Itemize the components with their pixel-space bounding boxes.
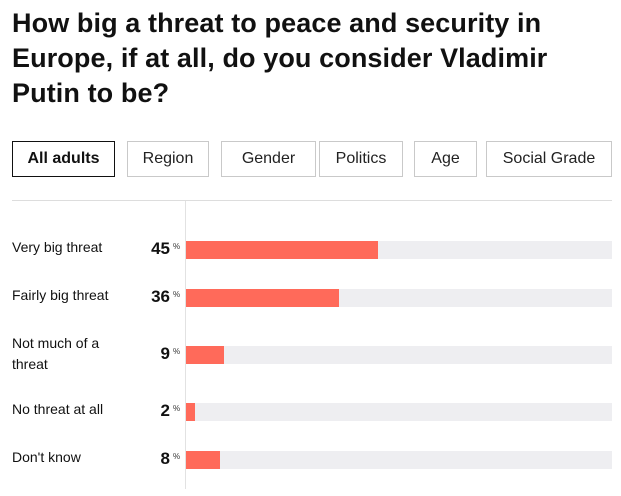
filter-region[interactable]: Region — [127, 141, 209, 177]
value-label-no-threat-at-all: 2 — [160, 401, 170, 420]
chart-axis-line — [185, 201, 186, 489]
bar-track — [186, 241, 612, 259]
bar-no-threat-at-all — [186, 403, 195, 421]
bar-very-big-threat — [186, 241, 378, 259]
value-label-not-much-of-a-threat: 9 — [160, 344, 170, 363]
value-label-very-big-threat: 45 — [151, 239, 170, 258]
category-label-fairly-big-threat: Fairly big threat — [12, 287, 109, 303]
category-label-not-much-of-a-threat: Not much of a threat — [12, 335, 100, 372]
filter-politics[interactable]: Politics — [319, 141, 403, 177]
filter-gender[interactable]: Gender — [221, 141, 316, 177]
percent-sign: % — [173, 404, 181, 413]
percent-sign: % — [173, 290, 181, 299]
header-divider — [12, 200, 612, 201]
category-label-very-big-threat: Very big threat — [12, 239, 103, 255]
bar-not-much-of-a-threat — [186, 346, 225, 364]
bar-track — [186, 289, 612, 307]
value-label-fairly-big-threat: 36 — [151, 287, 170, 306]
percent-sign: % — [173, 347, 181, 356]
category-label-no-threat-at-all: No threat at all — [12, 401, 104, 417]
bar-fairly-big-threat — [186, 289, 340, 307]
filter-age[interactable]: Age — [414, 141, 477, 177]
filter-social-grade[interactable]: Social Grade — [486, 141, 612, 177]
filter-all-adults[interactable]: All adults — [12, 141, 115, 177]
bar-track — [186, 403, 612, 421]
category-label-dont-know: Don't know — [12, 449, 81, 465]
bar-track — [186, 346, 612, 364]
value-label-dont-know: 8 — [160, 449, 170, 468]
bar-dont-know — [186, 451, 221, 469]
percent-sign: % — [173, 452, 181, 461]
bar-track — [186, 451, 612, 469]
percent-sign: % — [173, 242, 181, 251]
chart-title: How big a threat to peace and security i… — [12, 8, 548, 108]
